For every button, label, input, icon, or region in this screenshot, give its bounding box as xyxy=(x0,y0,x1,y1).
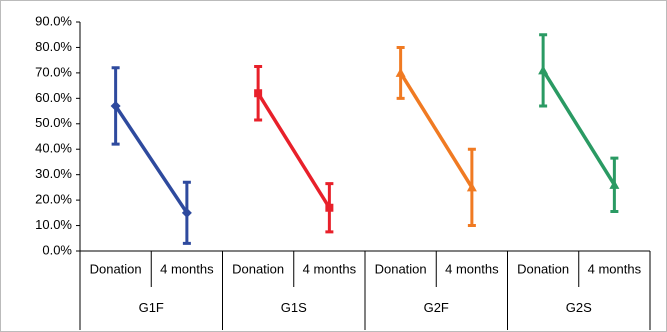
marker xyxy=(325,203,334,212)
series-line xyxy=(114,104,189,214)
y-tick-label: 0.0% xyxy=(42,242,72,257)
group-label: G2F xyxy=(424,300,449,315)
x-tick-label: Donation xyxy=(517,261,569,276)
marker xyxy=(395,67,406,77)
group-label: G1S xyxy=(281,300,307,315)
marker xyxy=(181,207,192,218)
y-tick-label: 80.0% xyxy=(35,39,72,54)
x-tick-label: 4 months xyxy=(303,261,357,276)
x-tick-label: 4 months xyxy=(445,261,499,276)
marker xyxy=(538,65,549,75)
series-line xyxy=(256,92,331,209)
y-tick-label: 10.0% xyxy=(35,217,72,232)
marker xyxy=(466,182,477,192)
series-line xyxy=(541,69,616,186)
y-tick-label: 30.0% xyxy=(35,166,72,181)
y-tick-label: 90.0% xyxy=(35,13,72,28)
x-tick-label: Donation xyxy=(232,261,284,276)
group-label: G1F xyxy=(139,300,164,315)
marker xyxy=(609,179,620,189)
y-tick-label: 50.0% xyxy=(35,115,72,130)
y-tick-label: 40.0% xyxy=(35,141,72,156)
group-label: G2S xyxy=(566,300,592,315)
marker xyxy=(110,100,121,111)
y-tick-label: 60.0% xyxy=(35,90,72,105)
series-line xyxy=(399,71,474,189)
x-tick-label: 4 months xyxy=(160,261,214,276)
y-tick-label: 70.0% xyxy=(35,64,72,79)
marker xyxy=(254,89,263,98)
x-tick-label: 4 months xyxy=(588,261,642,276)
x-tick-label: Donation xyxy=(375,261,427,276)
y-tick-label: 20.0% xyxy=(35,192,72,207)
x-tick-label: Donation xyxy=(90,261,142,276)
